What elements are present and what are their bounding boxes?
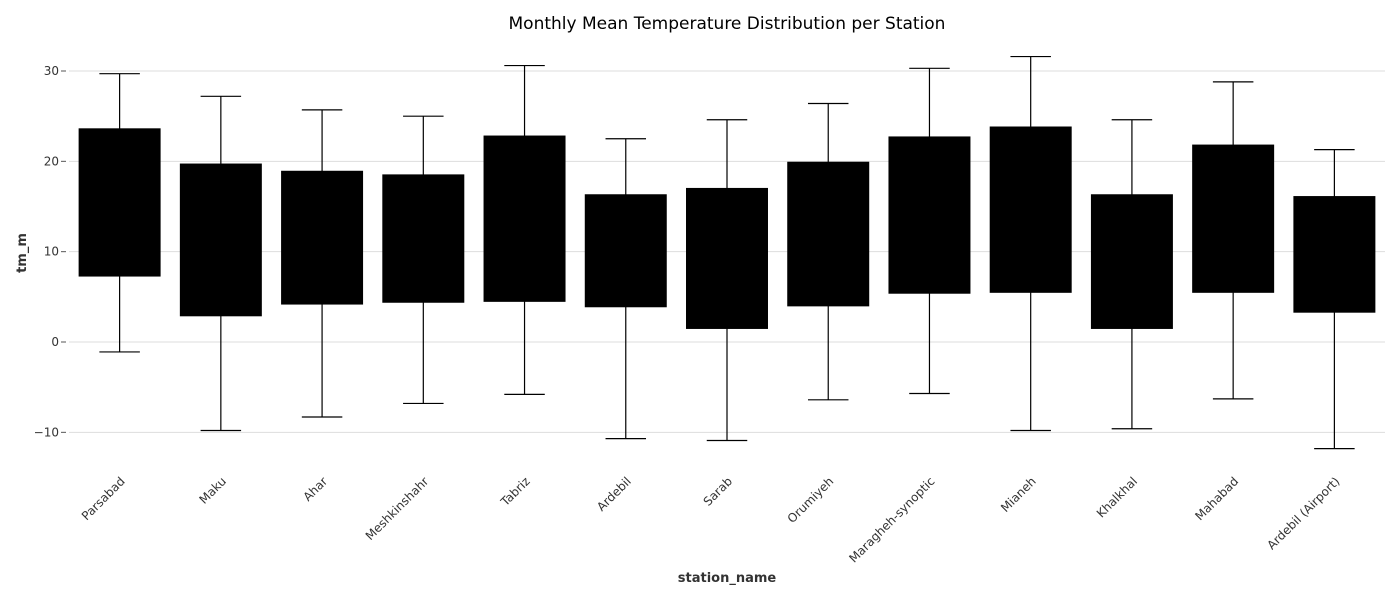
iqr-box [179, 163, 262, 317]
x-tick-label: Khalkhal [1094, 474, 1140, 520]
y-tick-label: 10 [44, 245, 59, 259]
box-meshkinshahr [382, 115, 465, 405]
box-ardebil [584, 138, 667, 440]
x-tick-label: Sarab [701, 474, 736, 509]
x-axis-ticks: Parsabad Maku Ahar Meshkinshahr Tabriz Ardebi… [79, 474, 1343, 565]
y-tick-label: −10 [34, 425, 59, 439]
box-ahar [281, 109, 364, 418]
box-khalkhal [1090, 119, 1173, 430]
iqr-box [1293, 196, 1376, 313]
box-orumiyeh [787, 102, 870, 401]
iqr-box [281, 170, 364, 305]
x-axis-label: station_name [678, 571, 777, 586]
iqr-box [584, 194, 667, 308]
box-maku [179, 95, 262, 432]
box-mianeh [989, 55, 1072, 432]
x-tick-label: Maragheh-synoptic [846, 474, 937, 565]
chart-title: Monthly Mean Temperature Distribution pe… [509, 14, 946, 34]
iqr-box [989, 126, 1072, 293]
x-tick-label: Maku [197, 474, 229, 506]
iqr-box [78, 128, 161, 277]
x-tick-label: Parsabad [79, 474, 128, 523]
x-tick-label: Ahar [300, 474, 330, 504]
box-sarab [686, 119, 768, 442]
iqr-box [382, 174, 465, 303]
x-tick-label: Mianeh [998, 474, 1039, 515]
box-parsabad [78, 73, 161, 353]
box-mahabad [1192, 81, 1275, 400]
y-tick-label: 0 [51, 335, 59, 349]
y-axis-ticks: −10 0 10 20 30 [34, 64, 66, 439]
iqr-box [686, 187, 768, 329]
x-tick-label: Ardebil [594, 474, 634, 514]
iqr-box [888, 136, 971, 294]
box-maragheh-synoptic [888, 67, 971, 395]
x-tick-label: Meshkinshahr [363, 474, 432, 543]
iqr-box [787, 161, 870, 307]
iqr-box [483, 135, 566, 302]
y-tick-label: 30 [44, 64, 59, 78]
box-tabriz [483, 64, 566, 395]
x-tick-label: Tabriz [497, 474, 532, 509]
x-tick-label: Orumiyeh [785, 474, 837, 526]
iqr-box [1192, 144, 1275, 293]
x-tick-label: Mahabad [1192, 474, 1241, 523]
box-ardebil-airport [1293, 148, 1376, 450]
y-axis-label: tm_m [15, 233, 30, 273]
iqr-box [1090, 194, 1173, 329]
x-tick-label: Ardebil (Airport) [1264, 474, 1342, 552]
y-tick-label: 20 [44, 154, 59, 168]
boxes [78, 55, 1376, 450]
